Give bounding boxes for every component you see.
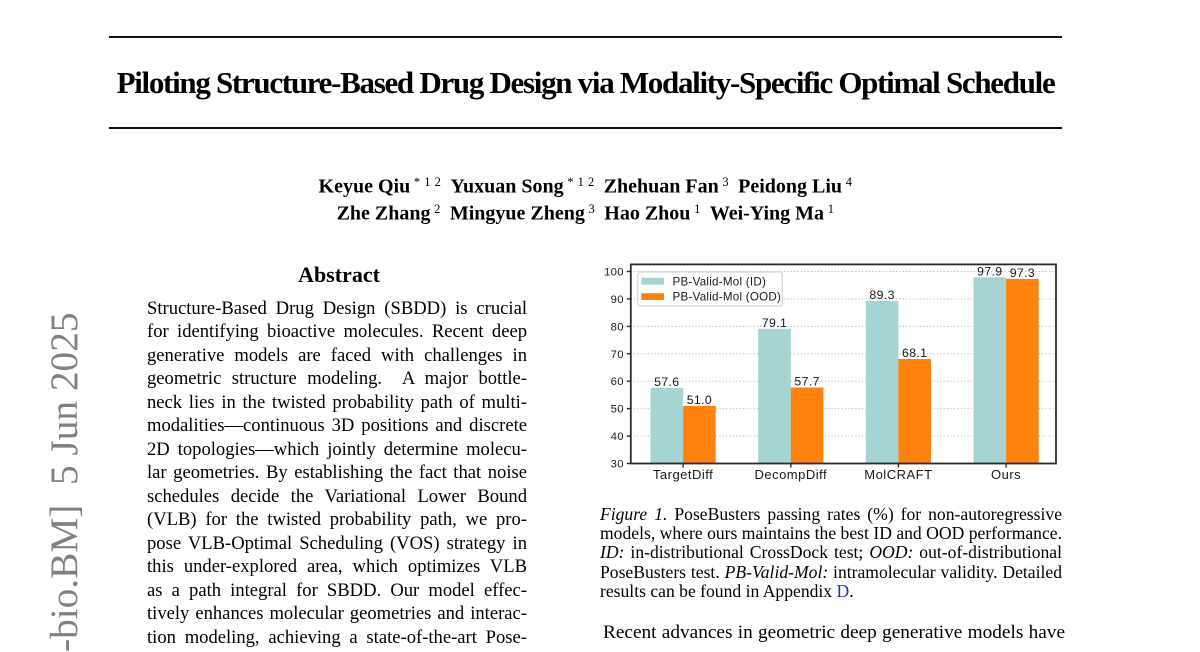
svg-text:68.1: 68.1 <box>902 346 927 360</box>
svg-text:40: 40 <box>611 431 624 443</box>
svg-text:97.9: 97.9 <box>977 265 1002 279</box>
svg-text:TargetDiff: TargetDiff <box>653 467 713 482</box>
svg-text:80: 80 <box>611 321 624 333</box>
svg-text:Ours: Ours <box>991 467 1021 482</box>
svg-text:51.0: 51.0 <box>687 393 712 407</box>
svg-text:50: 50 <box>611 404 624 416</box>
svg-text:89.3: 89.3 <box>869 288 894 302</box>
svg-text:97.3: 97.3 <box>1010 266 1035 280</box>
svg-text:70: 70 <box>611 349 624 361</box>
svg-text:90: 90 <box>611 294 624 306</box>
svg-text:60: 60 <box>611 376 624 388</box>
svg-text:100: 100 <box>604 267 624 279</box>
svg-text:PB-Valid-Mol (ID): PB-Valid-Mol (ID) <box>673 275 767 288</box>
svg-text:30: 30 <box>611 459 624 471</box>
svg-text:PB-Valid-Mol (OOD): PB-Valid-Mol (OOD) <box>673 291 782 304</box>
svg-text:79.1: 79.1 <box>762 316 787 330</box>
svg-text:57.7: 57.7 <box>794 375 819 389</box>
svg-text:57.6: 57.6 <box>654 375 679 389</box>
svg-text:MolCRAFT: MolCRAFT <box>864 467 932 482</box>
svg-text:DecompDiff: DecompDiff <box>754 467 827 482</box>
